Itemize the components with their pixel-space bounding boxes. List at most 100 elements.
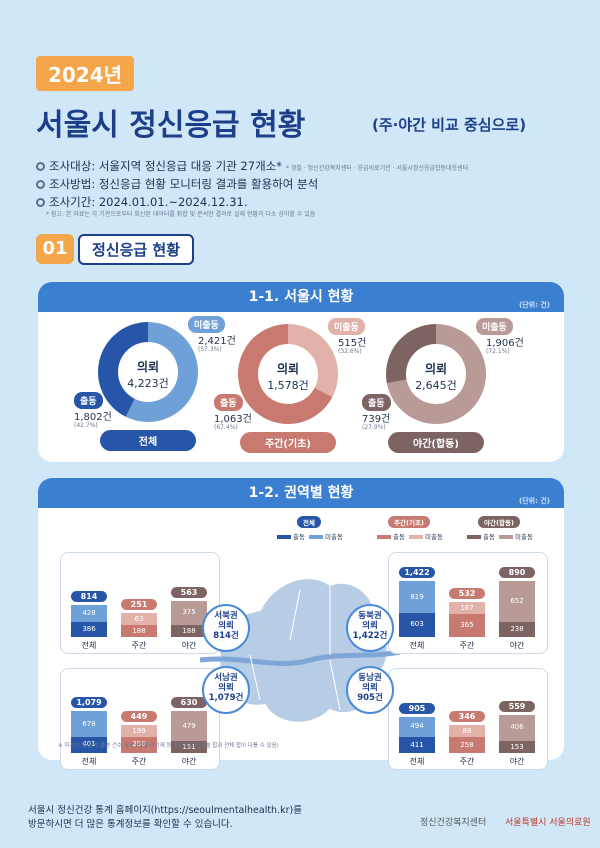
region-card: 814 428 386 전체 251 63 188 주간 563 375 188 야간	[60, 552, 220, 654]
bar-total-label: 890	[499, 566, 535, 578]
donut-center-value: 2,645건	[415, 379, 457, 392]
dispatch-value: 739건 (27.9%)	[362, 414, 391, 431]
stacked-bar: 819 603	[399, 581, 435, 637]
panel-title: 1-1. 서울시 현황	[248, 289, 354, 305]
region-bubble-line: 서북권	[214, 611, 238, 621]
bullet-icon	[36, 162, 45, 171]
donut-center-title: 의뢰	[424, 362, 448, 376]
bar-category-label: 전체	[409, 641, 425, 650]
unit-label: (단위: 건)	[519, 301, 550, 309]
section-number: 01	[36, 234, 74, 264]
donut-center-label: 의뢰 4,223건	[118, 358, 178, 391]
bar-segment-dispatch: 411	[399, 736, 435, 753]
donut-name: 주간(기초)	[240, 432, 336, 453]
bar-segment-dispatch: 365	[449, 614, 485, 637]
bar-total-label: 1,422	[399, 567, 435, 578]
region-bubble: 서북권 의뢰 814건	[202, 604, 250, 652]
legend-group: 야간(합동) 출동 미출동	[465, 516, 533, 541]
donut-charts	[98, 322, 486, 424]
panel-header: 1-1. 서울시 현황 (단위: 건)	[38, 282, 564, 312]
bar-category-label: 전체	[81, 641, 97, 650]
bar-segment-dispatch: 386	[71, 621, 107, 637]
legend-items: 출동 미출동	[465, 531, 533, 541]
stacked-bar: 678 401	[71, 710, 107, 753]
bar-segment-nondispatch: 63	[121, 613, 157, 625]
bullet-icon	[36, 198, 45, 207]
nondispatch-tag: 미출동	[328, 318, 365, 335]
donut-slice-nondispatch	[125, 322, 198, 422]
donut-slice-nondispatch	[386, 324, 486, 424]
bar-total-label: 559	[499, 701, 535, 713]
region-card: 1,079 678 401 전체 449 199 250 주간 630 479 151 야간	[60, 668, 220, 770]
meta-target: 조사대상: 서울지역 정신응급 대응 기관 27개소* * 경찰 · 정신건강복지…	[36, 158, 468, 174]
nondispatch-tag: 미출동	[188, 316, 225, 333]
region-bubble-line: 1,422건	[352, 630, 388, 641]
legend-group: 전체 출동 미출동	[275, 516, 343, 541]
bar-category-label: 야간	[509, 641, 525, 650]
legend-swatch	[499, 535, 514, 539]
year-badge: 2024년	[36, 56, 135, 91]
footer-line: 방문하시면 더 많은 통계정보를 확인할 수 있습니다.	[28, 818, 233, 830]
stacked-bar: 88 258	[449, 724, 485, 753]
region-card: 1,422 819 603 전체 532 167 365 주간 890 652 238 야간	[388, 552, 548, 654]
bar-segment-nondispatch: 819	[399, 581, 435, 614]
bar-total-label: 814	[71, 590, 107, 602]
donut-center-value: 1,578건	[267, 379, 309, 392]
nondispatch-value: 1,906건 (72.1%)	[486, 338, 524, 355]
donut-center-title: 의뢰	[276, 362, 300, 376]
region-bubble-line: 의뢰	[362, 682, 378, 693]
bar-total-label: 251	[121, 599, 157, 610]
bar-category-label: 야간	[181, 641, 197, 650]
bar-category-label: 야간	[181, 757, 197, 766]
bar-segment-nondispatch: 199	[121, 724, 157, 738]
bar-category-label: 전체	[81, 757, 97, 766]
bar-segment-nondispatch: 406	[499, 715, 535, 741]
bar-segment-dispatch: 153	[499, 740, 535, 753]
region-bubble-line: 동남권	[358, 673, 382, 683]
bar-segment-nondispatch: 479	[171, 710, 207, 741]
footer-info: 서울시 정신건강 통계 홈페이지(https://seoulmentalheal…	[28, 804, 302, 832]
bullet-icon	[36, 180, 45, 189]
bar-segment-dispatch: 258	[449, 736, 485, 753]
dispatch-value: 1,063건 (67.4%)	[214, 414, 252, 431]
stacked-bar: 479 151	[171, 710, 207, 753]
legend-swatch	[309, 535, 324, 539]
bar-segment-dispatch: 250	[121, 737, 157, 753]
bar-total-label: 905	[399, 703, 435, 715]
donut-slice-nondispatch	[288, 324, 338, 398]
bar-category-label: 전체	[409, 757, 425, 766]
stacked-bar: 428 386	[71, 604, 107, 637]
footer-line: 서울시 정신건강 통계 홈페이지(https://seoulmentalheal…	[28, 805, 302, 816]
legend-title: 야간(합동)	[478, 516, 520, 528]
nondispatch-tag: 미출동	[476, 318, 513, 335]
donut-center-title: 의뢰	[136, 360, 160, 374]
stacked-bar: 199 250	[121, 724, 157, 753]
region-bubble-line: 의뢰	[218, 682, 234, 693]
dispatch-tag: 출동	[74, 392, 103, 409]
dispatch-tag: 출동	[214, 394, 243, 411]
stacked-bar: 63 188	[121, 613, 157, 637]
seoul-map	[199, 577, 401, 724]
region-bubble-line: 814건	[213, 630, 239, 641]
bar-segment-nondispatch: 652	[499, 580, 535, 622]
donut-center-label: 의뢰 1,578건	[258, 360, 318, 393]
panel-title: 1-2. 권역별 현황	[248, 485, 354, 501]
region-bubble: 동남권 의뢰 905건	[346, 666, 394, 714]
map-footnote: ※ 미지정 및 권역 불명 건수 제외 (경찰 미기재 등 포함되어 권역별 합…	[58, 743, 279, 749]
legend-swatch	[277, 535, 291, 539]
legend-items: 출동 미출동	[375, 531, 443, 541]
region-bubble-line: 의뢰	[218, 620, 234, 631]
bar-total-label: 1,079	[71, 696, 107, 708]
donut-slice-dispatch	[238, 324, 333, 424]
region-bubble: 서남권 의뢰 1,079건	[202, 666, 250, 714]
page-title: 서울시 정신응급 현황	[36, 108, 306, 143]
legend-title: 주간(기초)	[388, 516, 430, 528]
region-bubble-line: 1,079건	[208, 692, 244, 703]
stacked-bar: 167 365	[449, 602, 485, 637]
logo-center: 정신건강복지센터	[420, 818, 487, 828]
bar-total-label: 563	[171, 587, 207, 599]
bar-category-label: 주간	[131, 641, 147, 650]
legend-swatch	[377, 535, 391, 539]
region-bubble: 동북권 의뢰 1,422건	[346, 604, 394, 652]
donut-slice-dispatch	[98, 322, 148, 417]
